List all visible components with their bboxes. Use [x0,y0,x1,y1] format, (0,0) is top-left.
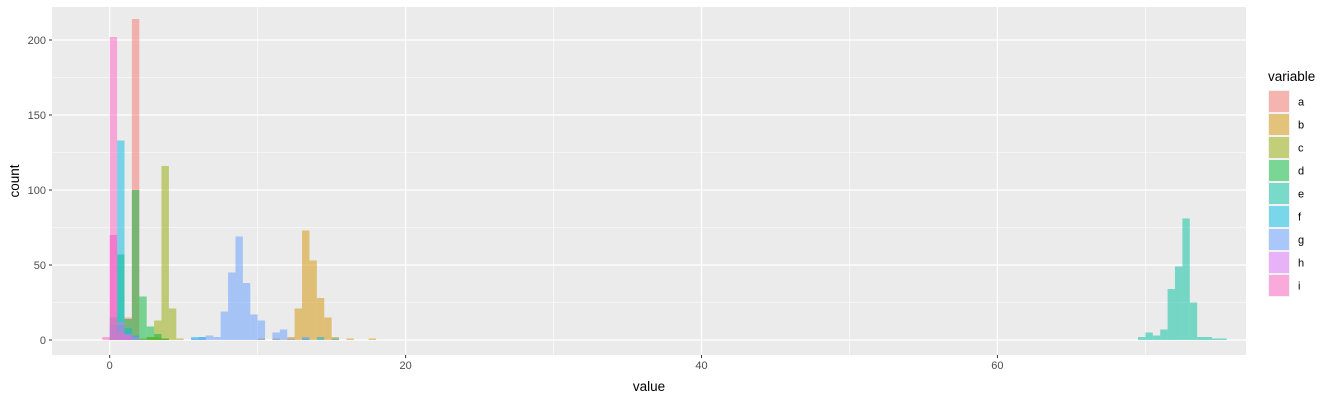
legend-item-f: f [1268,205,1302,228]
bar-i [124,335,132,340]
bar-b [309,260,317,340]
bar-b [346,338,354,340]
bar-e [1182,218,1190,340]
series-i [102,37,132,340]
bar-d [154,334,162,340]
y-tick-label: 150 [28,110,46,122]
bar-b [316,298,325,340]
legend-swatch [1269,91,1289,112]
bar-e [1167,289,1175,340]
legend-swatch [1269,229,1289,250]
legend-label: g [1298,235,1304,247]
panel-background [52,7,1246,355]
legend-swatch [1269,160,1289,181]
bar-c [176,338,184,340]
bar-g [302,337,310,340]
bar-g [235,236,243,340]
bar-h [131,337,140,340]
y-tick-label: 50 [34,260,46,272]
bar-g [287,338,295,340]
bar-g [213,337,221,340]
bar-f [117,140,125,340]
bar-c [161,166,169,340]
legend-item-e: e [1268,182,1304,205]
bar-e [1137,337,1146,340]
x-axis: 0 20 40 60 [107,355,1004,372]
legend-item-c: c [1268,136,1304,159]
bar-g [228,272,236,340]
bar-h [117,322,125,340]
legend-swatch [1269,183,1289,204]
legend-swatch [1269,114,1289,135]
x-tick-label: 20 [399,360,411,372]
legend-label: i [1298,281,1300,293]
bar-b [324,317,332,340]
bar-i [102,337,110,340]
bar-e [1197,337,1205,340]
bar-f [331,338,340,340]
bar-g [205,335,214,340]
bar-g [272,332,280,340]
bar-e [1145,332,1153,340]
bar-g [279,329,288,340]
legend-item-i: i [1268,274,1300,297]
bar-g [242,283,251,340]
legend-item-a: a [1268,90,1305,113]
legend-label: d [1298,166,1304,178]
legend-label: e [1298,189,1304,201]
bar-e [1160,329,1168,340]
x-tick-label: 0 [107,360,113,372]
bar-b [294,308,303,340]
bar-f [316,337,325,340]
bar-e [1189,302,1198,340]
bar-d [146,326,155,340]
bar-i [117,332,125,340]
legend-label: a [1298,97,1305,109]
bar-e [1219,338,1227,340]
bar-g [257,320,266,340]
y-tick-label: 200 [28,35,46,47]
y-axis-title: count [7,164,22,197]
bar-d [131,190,140,340]
series-e [1137,218,1227,340]
legend-title: variable [1268,69,1315,84]
bar-g [198,337,206,340]
y-tick-label: 0 [40,335,46,347]
bar-g [220,311,229,340]
bars-layer [102,19,1227,340]
bar-d [139,296,147,340]
legend-swatch [1269,275,1289,296]
y-tick-label: 100 [28,185,46,197]
legend-item-b: b [1268,113,1304,136]
x-tick-label: 60 [991,360,1003,372]
bar-c [168,308,177,340]
legend-swatch [1269,206,1289,227]
bar-e [1174,266,1183,340]
legend-label: c [1298,143,1304,155]
bar-g [250,314,258,340]
legend-label: f [1298,212,1302,224]
x-axis-title: value [633,379,665,394]
legend-item-g: g [1268,228,1304,251]
legend-item-d: d [1268,159,1304,182]
y-axis: 0 50 100 150 200 [28,35,52,347]
legend-label: b [1298,120,1304,132]
bar-e [1152,335,1161,340]
bar-g [191,338,199,340]
bar-b [302,230,310,340]
legend-swatch [1269,137,1289,158]
x-tick-label: 40 [695,360,707,372]
bar-i [109,37,118,340]
bar-d [161,338,169,340]
bar-e [1211,338,1220,340]
legend-swatch [1269,252,1289,273]
bar-c [154,320,162,340]
bar-e [1204,337,1212,340]
bar-a [131,19,140,340]
bar-b [368,338,377,340]
legend-item-h: h [1268,251,1304,274]
legend-label: h [1298,258,1304,270]
